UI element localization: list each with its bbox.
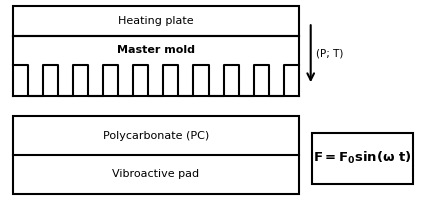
Text: Heating plate: Heating plate [118,16,194,26]
Text: Master mold: Master mold [117,45,195,55]
Text: $\mathbf{F=F_0sin(\omega\ t)}$: $\mathbf{F=F_0sin(\omega\ t)}$ [313,150,411,166]
Text: Vibroactive pad: Vibroactive pad [112,169,199,180]
Text: Polycarbonate (PC): Polycarbonate (PC) [103,131,209,141]
Bar [13,6,299,36]
Text: (P; T): (P; T) [316,49,343,59]
Bar [13,116,299,194]
Bar [312,133,413,184]
